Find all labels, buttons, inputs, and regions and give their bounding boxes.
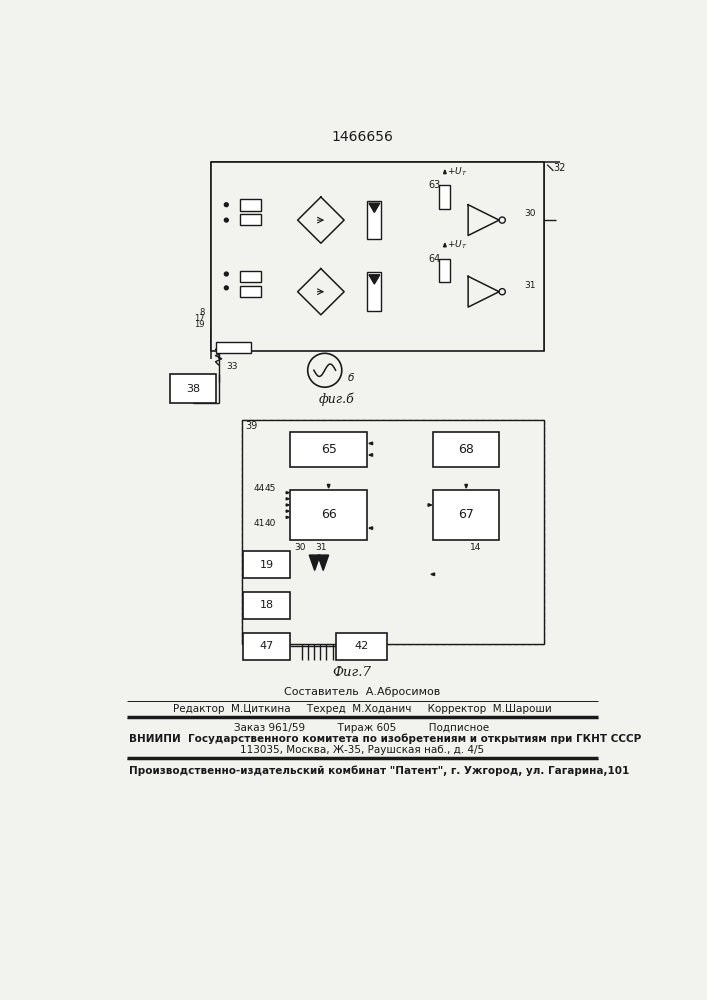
Text: 30: 30: [294, 543, 305, 552]
Text: 40: 40: [265, 519, 276, 528]
Text: б: б: [348, 373, 354, 383]
Polygon shape: [286, 504, 289, 506]
Polygon shape: [369, 454, 373, 456]
Polygon shape: [428, 504, 432, 506]
Text: 66: 66: [321, 508, 337, 521]
Bar: [290, 490, 368, 540]
Bar: [240, 271, 261, 282]
Bar: [440, 185, 450, 209]
Text: 67: 67: [458, 508, 474, 521]
Polygon shape: [369, 275, 380, 284]
Polygon shape: [443, 243, 446, 247]
Polygon shape: [286, 510, 289, 512]
Text: Фиг.7: Фиг.7: [332, 666, 371, 679]
Circle shape: [224, 218, 228, 222]
Bar: [433, 490, 499, 540]
Text: 17: 17: [194, 314, 204, 323]
Text: Заказ 961/59          Тираж 605          Подписное: Заказ 961/59 Тираж 605 Подписное: [235, 723, 489, 733]
Bar: [240, 286, 261, 297]
Text: 31: 31: [524, 281, 535, 290]
Text: 47: 47: [259, 641, 274, 651]
Polygon shape: [468, 276, 499, 307]
Text: Составитель  А.Абросимов: Составитель А.Абросимов: [284, 687, 440, 697]
Text: 32: 32: [554, 163, 566, 173]
Polygon shape: [317, 555, 329, 570]
Polygon shape: [286, 498, 289, 500]
Bar: [242, 420, 544, 644]
Bar: [337, 633, 387, 660]
Text: 42: 42: [354, 641, 368, 651]
Polygon shape: [369, 203, 380, 212]
Text: 44: 44: [253, 484, 264, 493]
Polygon shape: [369, 527, 373, 529]
Text: 65: 65: [321, 443, 337, 456]
Polygon shape: [443, 170, 446, 174]
Text: Производственно-издательский комбинат "Патент", г. Ужгород, ул. Гагарина,101: Производственно-издательский комбинат "П…: [129, 765, 629, 776]
Circle shape: [224, 272, 228, 276]
Bar: [243, 551, 290, 578]
Polygon shape: [369, 442, 373, 445]
Text: 63: 63: [428, 180, 441, 190]
Text: 41: 41: [253, 519, 264, 528]
Polygon shape: [298, 269, 344, 315]
Text: 19: 19: [259, 560, 274, 570]
Text: 68: 68: [458, 443, 474, 456]
Polygon shape: [468, 205, 499, 235]
Text: 45: 45: [265, 484, 276, 493]
Bar: [368, 201, 381, 239]
Text: +$U_T$: +$U_T$: [448, 238, 467, 251]
Bar: [243, 592, 290, 619]
Text: 64: 64: [428, 254, 441, 264]
Text: 33: 33: [226, 362, 238, 371]
Text: Редактор  М.Циткина     Техред  М.Ходанич     Корректор  М.Шароши: Редактор М.Циткина Техред М.Ходанич Корр…: [173, 704, 551, 714]
Circle shape: [224, 203, 228, 207]
Text: ВНИИПИ  Государственного комитета по изобретениям и открытиям при ГКНТ СССР: ВНИИПИ Государственного комитета по изоб…: [129, 734, 641, 744]
Polygon shape: [431, 573, 435, 576]
Text: 18: 18: [259, 600, 274, 610]
Circle shape: [224, 286, 228, 290]
Bar: [170, 374, 216, 403]
Text: 8: 8: [199, 308, 204, 317]
Text: 39: 39: [246, 421, 258, 431]
Polygon shape: [309, 555, 320, 570]
Polygon shape: [298, 197, 344, 243]
Bar: [368, 272, 381, 311]
Bar: [433, 432, 499, 466]
Text: 14: 14: [470, 543, 481, 552]
Polygon shape: [286, 492, 289, 494]
Polygon shape: [327, 484, 330, 488]
Text: 1466656: 1466656: [331, 130, 393, 144]
Text: 30: 30: [524, 209, 535, 218]
Bar: [211, 162, 544, 351]
Bar: [240, 214, 261, 225]
Bar: [243, 633, 290, 660]
Text: фиг.б: фиг.б: [318, 393, 354, 406]
Text: 113035, Москва, Ж-35, Раушская наб., д. 4/5: 113035, Москва, Ж-35, Раушская наб., д. …: [240, 745, 484, 755]
Bar: [216, 342, 251, 353]
Bar: [290, 432, 368, 466]
Text: +$U_T$: +$U_T$: [448, 165, 467, 178]
Polygon shape: [286, 516, 289, 518]
Polygon shape: [465, 484, 467, 488]
Text: 19: 19: [194, 320, 204, 329]
Text: 38: 38: [186, 384, 200, 394]
Text: 31: 31: [315, 543, 327, 552]
Bar: [240, 199, 261, 211]
Bar: [440, 259, 450, 282]
